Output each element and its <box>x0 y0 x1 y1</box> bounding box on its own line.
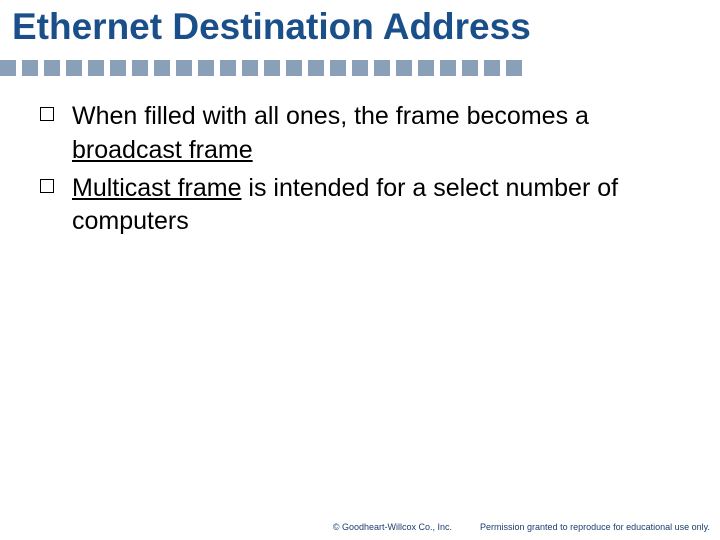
separator-square <box>154 60 170 76</box>
bullet-text: When filled with all ones, the frame bec… <box>72 100 700 168</box>
separator-squares <box>0 60 522 76</box>
separator-square <box>242 60 258 76</box>
separator-square <box>418 60 434 76</box>
separator-square <box>396 60 412 76</box>
underlined-term: Multicast frame <box>72 174 241 202</box>
separator-square <box>352 60 368 76</box>
separator-square <box>198 60 214 76</box>
separator-square <box>176 60 192 76</box>
separator-square <box>132 60 148 76</box>
separator-square <box>0 60 16 76</box>
separator-square <box>462 60 478 76</box>
slide-title: Ethernet Destination Address <box>12 6 531 48</box>
separator-square <box>484 60 500 76</box>
separator-square <box>506 60 522 76</box>
bullet-text: Multicast frame is intended for a select… <box>72 172 700 240</box>
footer: © Goodheart-Willcox Co., Inc. Permission… <box>333 522 710 532</box>
separator-square <box>22 60 38 76</box>
bullet-marker-icon <box>40 179 54 193</box>
separator-square <box>66 60 82 76</box>
bullet-marker-icon <box>40 107 54 121</box>
separator-square <box>110 60 126 76</box>
bullet-item: When filled with all ones, the frame bec… <box>40 100 700 168</box>
separator-square <box>440 60 456 76</box>
slide: Ethernet Destination Address When filled… <box>0 0 720 540</box>
text-run: When filled with all ones, the frame bec… <box>72 102 589 130</box>
separator-square <box>308 60 324 76</box>
separator-square <box>88 60 104 76</box>
separator-square <box>44 60 60 76</box>
footer-permission: Permission granted to reproduce for educ… <box>480 522 710 532</box>
separator-square <box>264 60 280 76</box>
bullet-item: Multicast frame is intended for a select… <box>40 172 700 240</box>
underlined-term: broadcast frame <box>72 136 253 164</box>
footer-copyright: © Goodheart-Willcox Co., Inc. <box>333 522 452 532</box>
separator-square <box>286 60 302 76</box>
separator-square <box>330 60 346 76</box>
content-area: When filled with all ones, the frame bec… <box>40 100 700 243</box>
separator-square <box>374 60 390 76</box>
separator-square <box>220 60 236 76</box>
